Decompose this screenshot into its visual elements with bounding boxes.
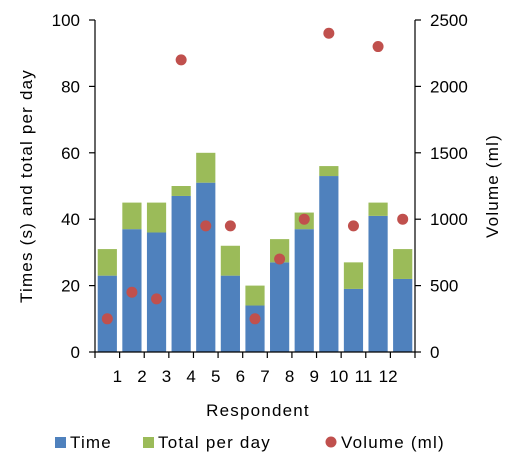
- legend-item-time: Time: [55, 433, 112, 452]
- y-left-tick-label: 40: [61, 210, 80, 229]
- y-left-tick-label: 100: [52, 11, 80, 30]
- bar-time: [196, 182, 216, 352]
- y-left-tick-label: 20: [61, 277, 80, 296]
- bar-total-per-day: [245, 285, 265, 306]
- y-right-tick-label: 2000: [430, 77, 468, 96]
- legend-label-volume: Volume (ml): [341, 433, 445, 452]
- bar-total-per-day: [122, 202, 142, 230]
- point-volume: [249, 313, 261, 325]
- point-volume: [298, 213, 310, 225]
- bar-total-per-day: [343, 262, 364, 289]
- bar-time: [294, 229, 314, 352]
- bar-time: [146, 232, 167, 352]
- bar-time: [368, 215, 388, 352]
- legend-swatch-total-per-day: [143, 437, 154, 448]
- volume-points-group: [101, 27, 409, 325]
- legend-label-total-per-day: Total per day: [158, 433, 271, 452]
- bar-total-per-day: [393, 249, 413, 279]
- y-right-tick-label: 2500: [430, 11, 468, 30]
- point-volume: [151, 293, 163, 305]
- x-tick-label: 5: [211, 367, 220, 386]
- x-tick-label: 9: [309, 367, 318, 386]
- x-tick-label: 12: [379, 367, 398, 386]
- bar-time: [343, 288, 364, 352]
- y-left-tick-label: 0: [71, 343, 80, 362]
- point-volume: [200, 220, 212, 232]
- bar-total-per-day: [97, 249, 117, 276]
- bar-total-per-day: [146, 202, 167, 233]
- y-right-tick-label: 500: [430, 277, 458, 296]
- bar-time: [245, 305, 265, 352]
- x-tick-label: 3: [162, 367, 171, 386]
- legend: Time Total per day Volume (ml): [55, 433, 445, 452]
- point-volume: [397, 213, 409, 225]
- x-tick-label: 10: [329, 367, 348, 386]
- y-left-axis-title: Times (s) and total per day: [17, 69, 36, 303]
- bar-time: [270, 262, 290, 352]
- y-right-tick-label: 0: [430, 343, 439, 362]
- x-tick-label: 6: [236, 367, 245, 386]
- x-tick-label: 1: [113, 367, 122, 386]
- y-right-axis-title: Volume (ml): [483, 134, 502, 238]
- bar-total-per-day: [319, 166, 339, 177]
- x-axis-title: Respondent: [206, 401, 310, 420]
- bar-total-per-day: [220, 245, 240, 276]
- x-tick-label: 4: [186, 367, 195, 386]
- bar-time: [171, 195, 191, 352]
- axes-group: [89, 19, 421, 358]
- point-volume: [224, 220, 236, 232]
- legend-swatch-time: [55, 437, 66, 448]
- legend-label-time: Time: [70, 433, 112, 452]
- point-volume: [274, 253, 286, 265]
- bar-total-per-day: [171, 186, 191, 196]
- y-left-tick-label: 80: [61, 77, 80, 96]
- x-tick-label: 11: [355, 367, 373, 386]
- point-volume: [323, 27, 335, 39]
- bar-time: [220, 275, 240, 352]
- x-tick-label: 7: [260, 367, 269, 386]
- y-right-tick-label: 1500: [430, 144, 468, 163]
- point-volume: [101, 313, 113, 325]
- bar-time: [393, 278, 413, 352]
- legend-marker-volume: [325, 436, 337, 448]
- legend-item-volume: Volume (ml): [325, 433, 445, 452]
- y-right-tick-label: 1000: [430, 210, 468, 229]
- legend-item-total-per-day: Total per day: [143, 433, 271, 452]
- x-tick-label: 2: [137, 367, 146, 386]
- point-volume: [175, 54, 187, 66]
- y-left-tick-label: 60: [61, 144, 80, 163]
- point-volume: [372, 41, 384, 53]
- point-volume: [347, 220, 359, 232]
- x-tick-label: 8: [285, 367, 294, 386]
- bar-time: [319, 176, 339, 352]
- point-volume: [126, 286, 138, 298]
- bar-total-per-day: [196, 152, 216, 183]
- bar-total-per-day: [368, 202, 388, 216]
